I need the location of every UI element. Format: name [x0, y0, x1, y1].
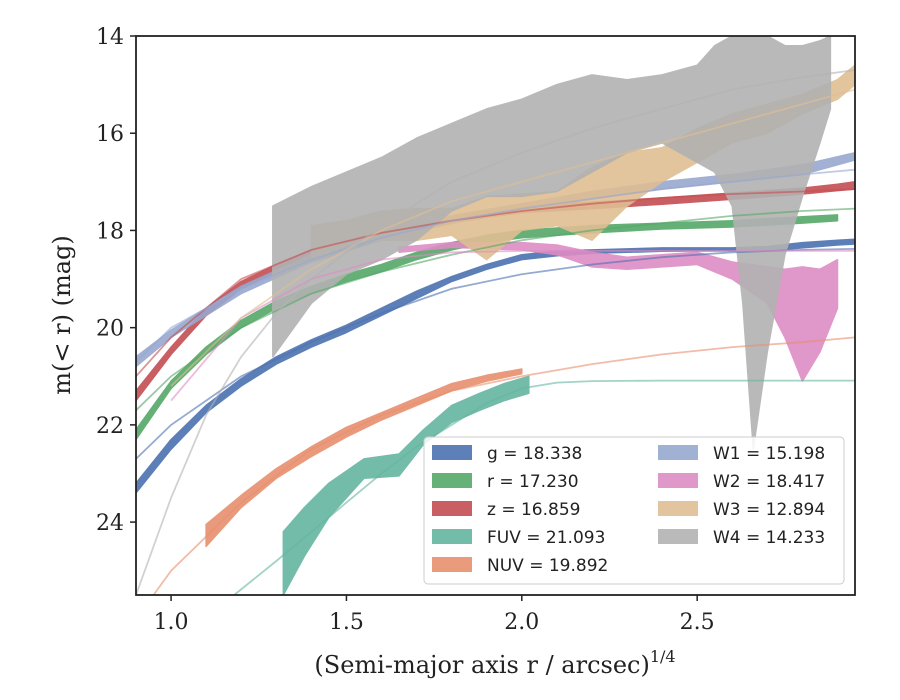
model-curve-fuv: [233, 379, 855, 595]
y-tick-label: 20: [96, 317, 124, 342]
legend-swatch-g: [432, 445, 472, 460]
x-axis: 1.0 1.5 2.0 2.5: [154, 595, 715, 635]
model-curve-g: [136, 248, 855, 460]
x-tick-label: 2.0: [504, 610, 539, 635]
band-w4: [272, 36, 832, 450]
model-curve-w2: [170, 250, 855, 402]
legend-label-fuv: FUV = 21.093: [487, 528, 605, 548]
plot-frame: [135, 35, 856, 596]
legend-swatch-w2: [658, 473, 698, 488]
y-tick-label: 24: [96, 511, 124, 536]
model-curve-w3: [170, 88, 855, 387]
legend-swatch-fuv: [432, 529, 472, 544]
model-curves: [136, 69, 855, 595]
bands: [136, 36, 855, 595]
band-g: [136, 238, 855, 494]
legend-label-w1: W1 = 15.198: [713, 444, 825, 464]
y-axis: 14 16 18 20 22 24: [96, 25, 136, 536]
legend-swatch-w3: [658, 501, 698, 516]
x-tick-label: 1.0: [154, 610, 189, 635]
legend-frame: [423, 436, 845, 585]
band-w2: [398, 241, 839, 382]
x-axis-label: (Semi-major axis r / arcsec)1/4: [314, 647, 675, 679]
band-nuv: [205, 368, 523, 548]
model-curve-nuv: [152, 336, 855, 595]
legend-swatch-nuv: [432, 557, 472, 572]
model-curve-r: [136, 207, 855, 411]
y-tick-label: 14: [96, 25, 124, 50]
legend-swatch-z: [432, 501, 472, 516]
legend-label-w3: W3 = 12.894: [713, 500, 825, 520]
legend-swatch-r: [432, 473, 472, 488]
legend-swatch-w1: [658, 445, 698, 460]
model-curve-w1: [136, 168, 855, 363]
x-tick-label: 2.5: [680, 610, 715, 635]
legend-label-g: g = 18.338: [487, 444, 582, 464]
legend: g = 18.338 r = 17.230 z = 16.859 FUV = 21.0…: [423, 436, 845, 585]
y-axis-label: m(< r) (mag): [48, 235, 76, 394]
legend-label-w4: W4 = 14.233: [713, 528, 825, 548]
legend-label-z: z = 16.859: [487, 500, 580, 520]
model-curve-z: [136, 188, 855, 377]
x-tick-label: 1.5: [329, 610, 364, 635]
y-tick-label: 16: [96, 122, 124, 147]
model-curve-w4: [136, 69, 855, 595]
legend-label-r: r = 17.230: [487, 472, 579, 492]
x-axis-label-exponent: 1/4: [650, 647, 676, 666]
legend-label-nuv: NUV = 19.892: [487, 556, 608, 576]
y-tick-label: 22: [96, 414, 124, 439]
legend-swatch-w4: [658, 529, 698, 544]
y-tick-label: 18: [96, 219, 124, 244]
legend-label-w2: W2 = 18.417: [713, 472, 825, 492]
